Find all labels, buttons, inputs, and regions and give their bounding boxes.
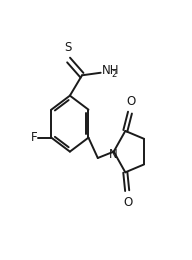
Text: N: N <box>108 148 117 161</box>
Text: NH: NH <box>102 64 120 77</box>
Text: 2: 2 <box>112 70 117 79</box>
Text: O: O <box>126 95 135 108</box>
Text: F: F <box>31 131 38 144</box>
Text: S: S <box>64 41 71 54</box>
Text: O: O <box>123 196 132 209</box>
